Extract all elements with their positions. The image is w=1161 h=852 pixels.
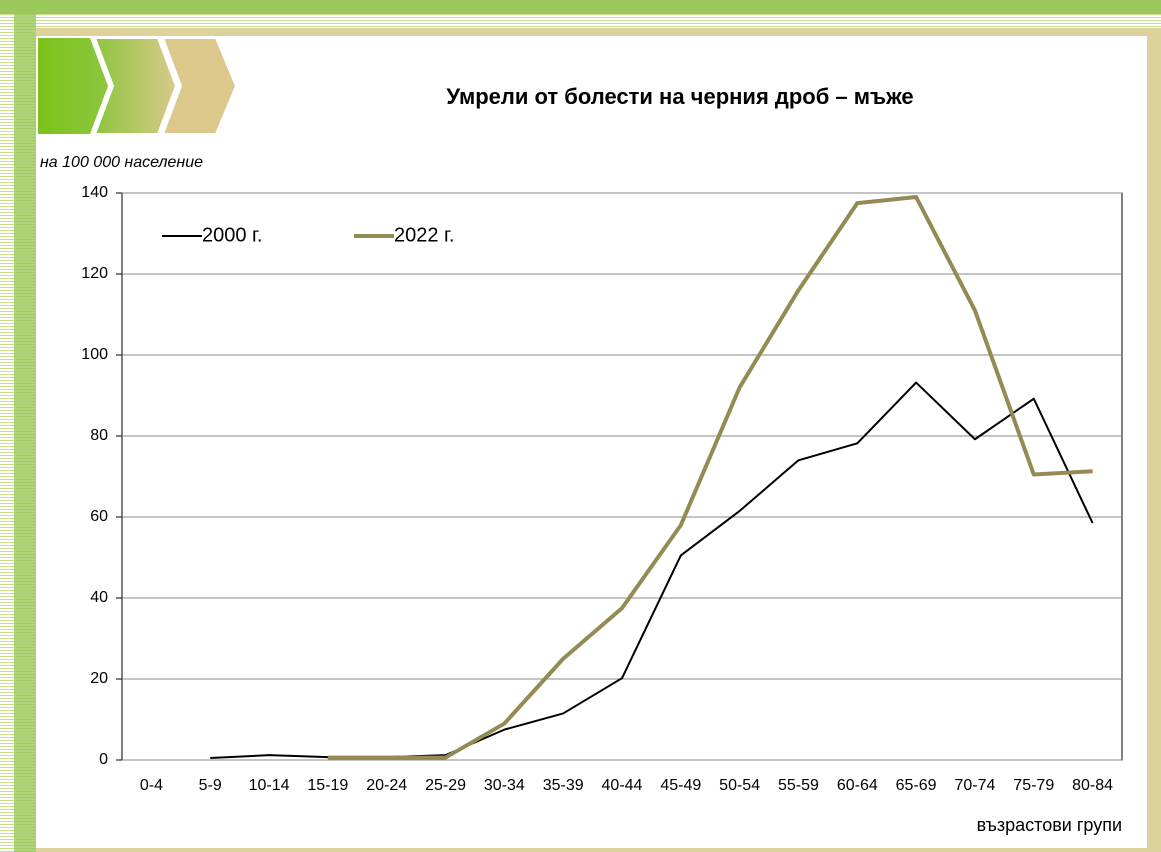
- legend-label: 2022 г.: [394, 224, 454, 246]
- y-tick-label: 140: [81, 184, 108, 201]
- x-tick-label: 35-39: [543, 777, 584, 794]
- left-band: [14, 14, 36, 852]
- x-tick-label: 5-9: [199, 777, 222, 794]
- y-tick-label: 60: [90, 508, 108, 525]
- y-tick-label: 0: [99, 751, 108, 768]
- chart-title: Умрели от болести на черния дроб – мъже: [446, 84, 913, 109]
- x-tick-label: 40-44: [602, 777, 643, 794]
- x-tick-label: 75-79: [1013, 777, 1054, 794]
- x-tick-label: 55-59: [778, 777, 819, 794]
- x-tick-label: 15-19: [307, 777, 348, 794]
- x-axis-label: възрастови групи: [977, 815, 1122, 835]
- line: [327, 195, 1093, 760]
- chevron: [161, 37, 238, 135]
- x-tick-label: 20-24: [366, 777, 407, 794]
- x-tick-label: 0-4: [140, 777, 163, 794]
- x-tick-label: 25-29: [425, 777, 466, 794]
- y-tick-label: 80: [90, 427, 108, 444]
- y-tick-label: 100: [81, 346, 108, 363]
- panel: [36, 36, 1147, 848]
- x-tick-label: 65-69: [896, 777, 937, 794]
- x-tick-label: 45-49: [660, 777, 701, 794]
- x-tick-label: 30-34: [484, 777, 525, 794]
- x-tick-label: 10-14: [249, 777, 290, 794]
- x-tick-label: 70-74: [954, 777, 995, 794]
- chevron: [93, 37, 178, 135]
- top-band: [0, 0, 1161, 14]
- y-tick-label: 40: [90, 589, 108, 606]
- y-tick-label: 20: [90, 670, 108, 687]
- legend-label: 2000 г.: [202, 224, 262, 246]
- x-tick-label: 60-64: [837, 777, 878, 794]
- x-tick-label: 50-54: [719, 777, 760, 794]
- y-axis-label: на 100 000 население: [40, 154, 203, 171]
- chevron: [38, 38, 108, 134]
- y-tick-label: 120: [81, 265, 108, 282]
- x-tick-label: 80-84: [1072, 777, 1113, 794]
